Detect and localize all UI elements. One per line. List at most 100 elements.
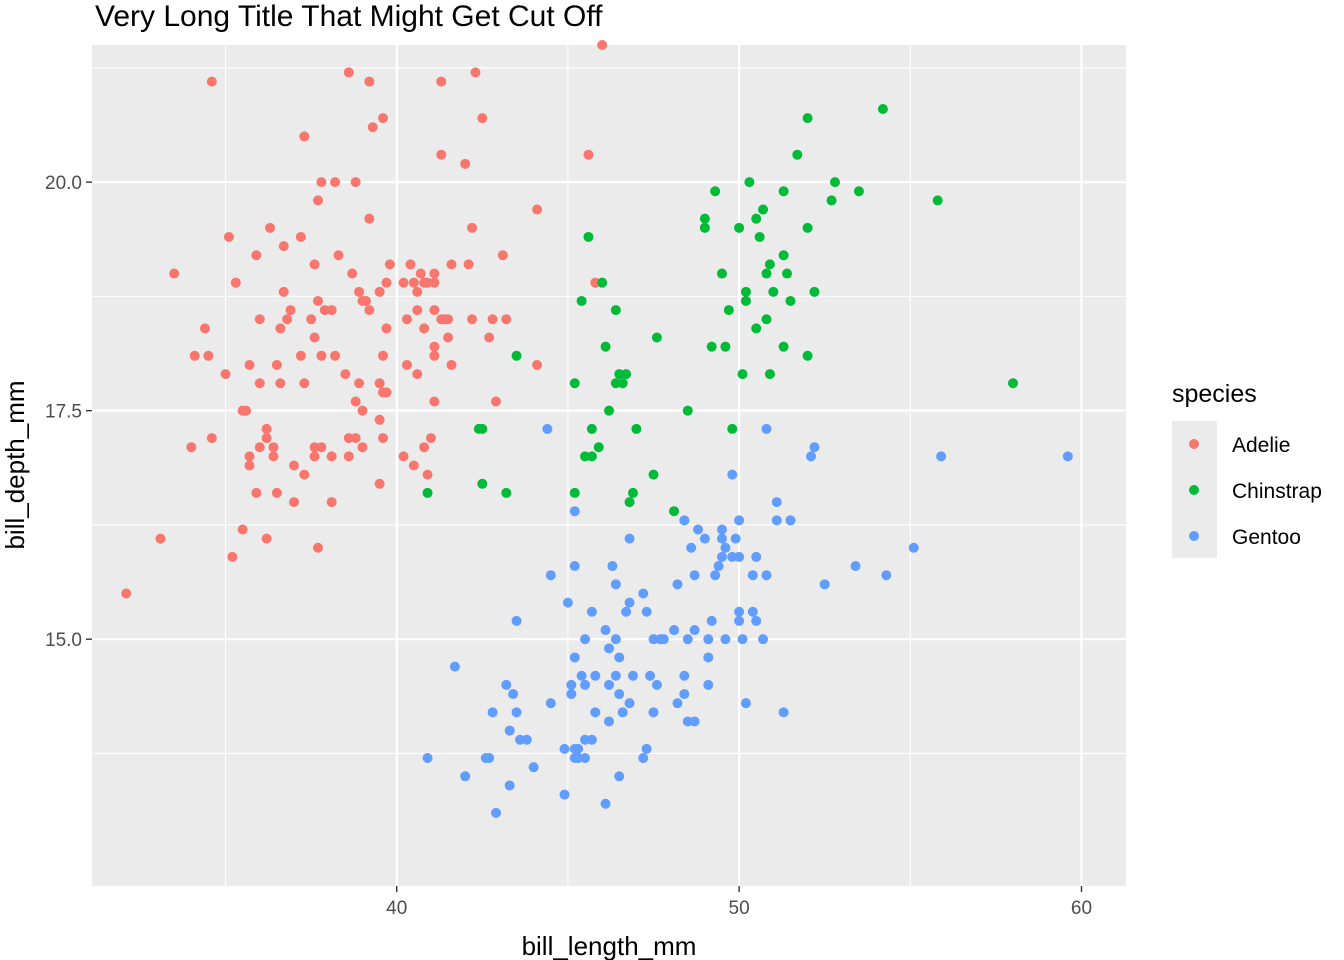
point-gentoo-13 <box>514 734 525 745</box>
point-chinstrap-29 <box>699 222 710 233</box>
point-gentoo-92 <box>720 542 731 553</box>
point-gentoo-94 <box>727 469 738 480</box>
point-adelie-61 <box>330 177 341 188</box>
point-chinstrap-26 <box>651 332 662 343</box>
point-gentoo-120 <box>1062 451 1073 462</box>
point-gentoo-30 <box>573 743 584 754</box>
legend-key-gentoo <box>1189 531 1199 541</box>
point-chinstrap-7 <box>569 378 580 389</box>
point-chinstrap-2 <box>477 478 488 489</box>
point-gentoo-56 <box>624 533 635 544</box>
point-gentoo-36 <box>586 734 597 745</box>
point-adelie-21 <box>254 442 265 453</box>
point-adelie-95 <box>401 359 412 370</box>
point-gentoo-73 <box>679 515 690 526</box>
point-gentoo-76 <box>686 542 697 553</box>
point-adelie-22 <box>254 378 265 389</box>
point-chinstrap-42 <box>751 323 762 334</box>
point-gentoo-112 <box>785 515 796 526</box>
point-chinstrap-0 <box>422 487 433 498</box>
point-adelie-131 <box>487 314 498 325</box>
point-chinstrap-44 <box>754 231 765 242</box>
point-adelie-16 <box>244 460 255 471</box>
point-adelie-18 <box>244 359 255 370</box>
point-adelie-52 <box>312 195 323 206</box>
point-gentoo-67 <box>658 634 669 645</box>
point-adelie-113 <box>429 305 440 316</box>
point-gentoo-39 <box>590 670 601 681</box>
point-gentoo-22 <box>566 679 577 690</box>
point-gentoo-69 <box>672 698 683 709</box>
point-chinstrap-53 <box>778 186 789 197</box>
point-adelie-12 <box>230 277 241 288</box>
point-adelie-55 <box>316 177 327 188</box>
point-adelie-125 <box>463 259 474 270</box>
point-adelie-66 <box>343 67 354 78</box>
point-gentoo-89 <box>716 533 727 544</box>
point-gentoo-85 <box>706 615 717 626</box>
point-adelie-92 <box>384 259 395 270</box>
point-adelie-54 <box>316 350 327 361</box>
point-adelie-69 <box>350 396 361 407</box>
point-gentoo-19 <box>559 789 570 800</box>
point-adelie-70 <box>350 177 361 188</box>
point-adelie-23 <box>254 314 265 325</box>
point-chinstrap-24 <box>631 423 642 434</box>
point-gentoo-97 <box>734 606 745 617</box>
point-gentoo-84 <box>703 634 714 645</box>
legend-label-chinstrap: Chinstrap <box>1232 480 1322 503</box>
point-adelie-56 <box>319 305 330 316</box>
point-gentoo-49 <box>614 771 625 782</box>
point-adelie-8 <box>206 433 217 444</box>
point-gentoo-114 <box>809 442 820 453</box>
point-gentoo-57 <box>627 670 638 681</box>
point-adelie-81 <box>374 478 385 489</box>
point-gentoo-35 <box>580 634 591 645</box>
point-gentoo-23 <box>566 689 577 700</box>
point-adelie-115 <box>429 268 440 279</box>
point-adelie-42 <box>299 469 310 480</box>
point-gentoo-103 <box>747 570 758 581</box>
point-adelie-0 <box>121 588 132 599</box>
point-adelie-30 <box>271 487 282 498</box>
legend-label-adelie: Adelie <box>1232 434 1290 457</box>
point-gentoo-54 <box>624 698 635 709</box>
point-adelie-117 <box>436 149 447 160</box>
x-tick-label-2: 60 <box>1071 898 1092 919</box>
point-chinstrap-9 <box>580 451 591 462</box>
point-gentoo-4 <box>484 753 495 764</box>
point-gentoo-82 <box>703 679 714 690</box>
point-adelie-59 <box>326 305 337 316</box>
point-adelie-97 <box>405 259 416 270</box>
point-adelie-37 <box>285 305 296 316</box>
point-gentoo-96 <box>734 615 745 626</box>
point-gentoo-18 <box>545 570 556 581</box>
x-tick-label-1: 50 <box>729 898 750 919</box>
point-adelie-51 <box>312 295 323 306</box>
point-gentoo-101 <box>740 698 751 709</box>
legend-key-adelie <box>1189 439 1199 449</box>
point-adelie-110 <box>429 396 440 407</box>
point-adelie-50 <box>312 542 323 553</box>
point-chinstrap-32 <box>710 186 721 197</box>
point-adelie-77 <box>364 305 375 316</box>
point-chinstrap-17 <box>610 378 621 389</box>
point-gentoo-29 <box>573 753 584 764</box>
point-adelie-65 <box>343 433 354 444</box>
point-gentoo-105 <box>751 551 762 562</box>
point-gentoo-106 <box>758 634 769 645</box>
point-gentoo-41 <box>600 625 611 636</box>
point-adelie-27 <box>265 222 276 233</box>
data-points <box>121 40 1073 818</box>
point-gentoo-12 <box>511 615 522 626</box>
point-chinstrap-34 <box>720 341 731 352</box>
point-adelie-76 <box>360 295 371 306</box>
point-gentoo-109 <box>771 515 782 526</box>
point-chinstrap-5 <box>511 350 522 361</box>
point-adelie-25 <box>261 433 272 444</box>
point-adelie-28 <box>268 451 279 462</box>
point-gentoo-45 <box>607 561 618 572</box>
point-adelie-129 <box>477 113 488 124</box>
point-adelie-74 <box>357 405 368 416</box>
point-gentoo-44 <box>604 643 614 654</box>
